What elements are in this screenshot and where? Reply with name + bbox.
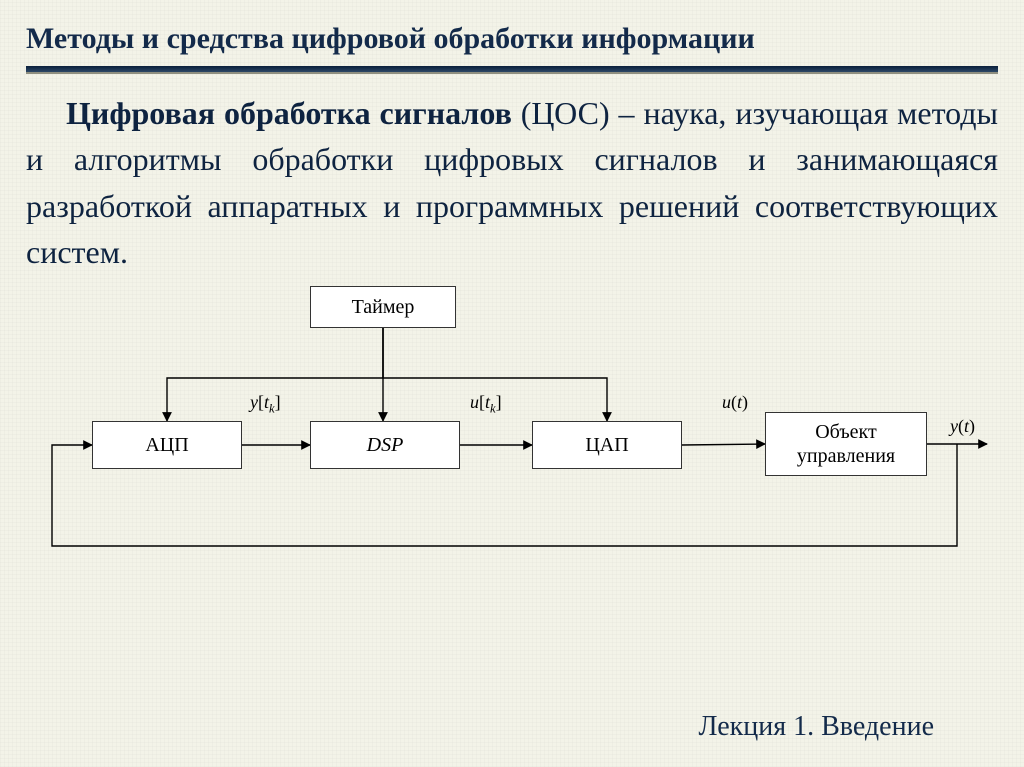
node-dsp: DSP	[310, 421, 460, 469]
node-adc: АЦП	[92, 421, 242, 469]
signal-label-u_tk: u[tk]	[470, 392, 502, 417]
signal-label-u_t: u(t)	[722, 392, 748, 413]
para-bold: Цифровая обработка сигналов	[66, 95, 512, 131]
paragraph: Цифровая обработка сигналов (ЦОС) – наук…	[26, 90, 998, 276]
title-rule	[26, 66, 998, 72]
node-plant: Объект управления	[765, 412, 927, 476]
block-diagram: Таймер АЦП DSP ЦАП Объект управления y[tk] u[t…	[32, 286, 992, 586]
signal-label-y_t: y(t)	[950, 416, 975, 437]
page-title: Методы и средства цифровой обработки инф…	[26, 22, 998, 56]
footer-text: Лекция 1. Введение	[698, 711, 934, 743]
node-timer: Таймер	[310, 286, 456, 328]
signal-label-y_tk: y[tk]	[250, 392, 281, 417]
node-dac: ЦАП	[532, 421, 682, 469]
